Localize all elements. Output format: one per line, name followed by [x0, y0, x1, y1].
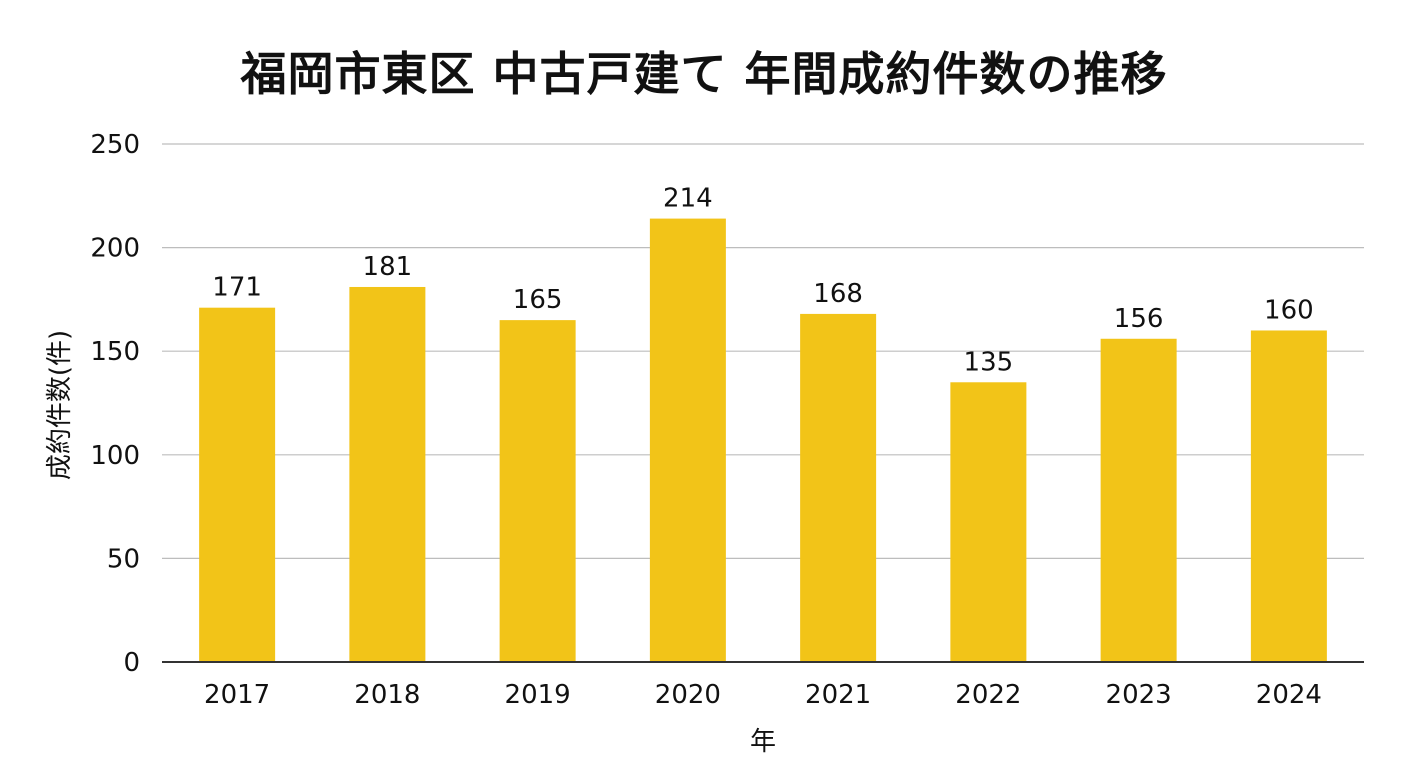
- y-tick-label: 100: [90, 441, 140, 471]
- y-axis-ticks: 0 50 100 150 200 250: [90, 130, 140, 678]
- bar-2017: [199, 307, 276, 662]
- y-tick-label: 250: [90, 130, 140, 160]
- x-tick-label: 2017: [204, 680, 270, 710]
- y-axis-title: 成約件数(件): [45, 330, 75, 480]
- y-tick-label: 50: [107, 544, 140, 574]
- bar-2019: [499, 320, 576, 662]
- x-tick-label: 2024: [1256, 680, 1322, 710]
- data-label-2017: 171: [212, 273, 262, 303]
- bar-2018: [349, 286, 426, 662]
- y-tick-label: 0: [123, 648, 140, 678]
- x-axis-ticks: 2017 2018 2019 2020 2021 2022 2023 2024: [204, 680, 1322, 710]
- x-tick-label: 2020: [655, 680, 721, 710]
- grid-lines: [162, 143, 1364, 560]
- data-label-2024: 160: [1264, 295, 1314, 325]
- x-tick-label: 2023: [1106, 680, 1172, 710]
- data-label-2021: 168: [813, 279, 863, 309]
- x-tick-label: 2018: [354, 680, 420, 710]
- data-label-2020: 214: [663, 184, 713, 214]
- bar-2024: [1250, 330, 1327, 662]
- y-tick-label: 200: [90, 234, 140, 264]
- bar-2021: [800, 313, 877, 662]
- bar-2020: [649, 218, 726, 663]
- data-label-2023: 156: [1114, 304, 1164, 334]
- x-tick-label: 2022: [955, 680, 1021, 710]
- x-tick-label: 2019: [505, 680, 571, 710]
- x-axis-title: 年: [750, 727, 776, 757]
- data-label-2022: 135: [964, 347, 1014, 377]
- x-tick-label: 2021: [805, 680, 871, 710]
- y-tick-label: 150: [90, 337, 140, 367]
- chart-title: 福岡市東区 中古戸建て 年間成約件数の推移: [240, 47, 1168, 101]
- data-labels: 171 181 165 214 168 135 156 160: [212, 184, 1313, 378]
- data-label-2019: 165: [513, 285, 563, 315]
- bar-2023: [1100, 338, 1177, 662]
- bar-2022: [950, 382, 1027, 662]
- data-label-2018: 181: [363, 252, 413, 282]
- bars: [199, 218, 1327, 663]
